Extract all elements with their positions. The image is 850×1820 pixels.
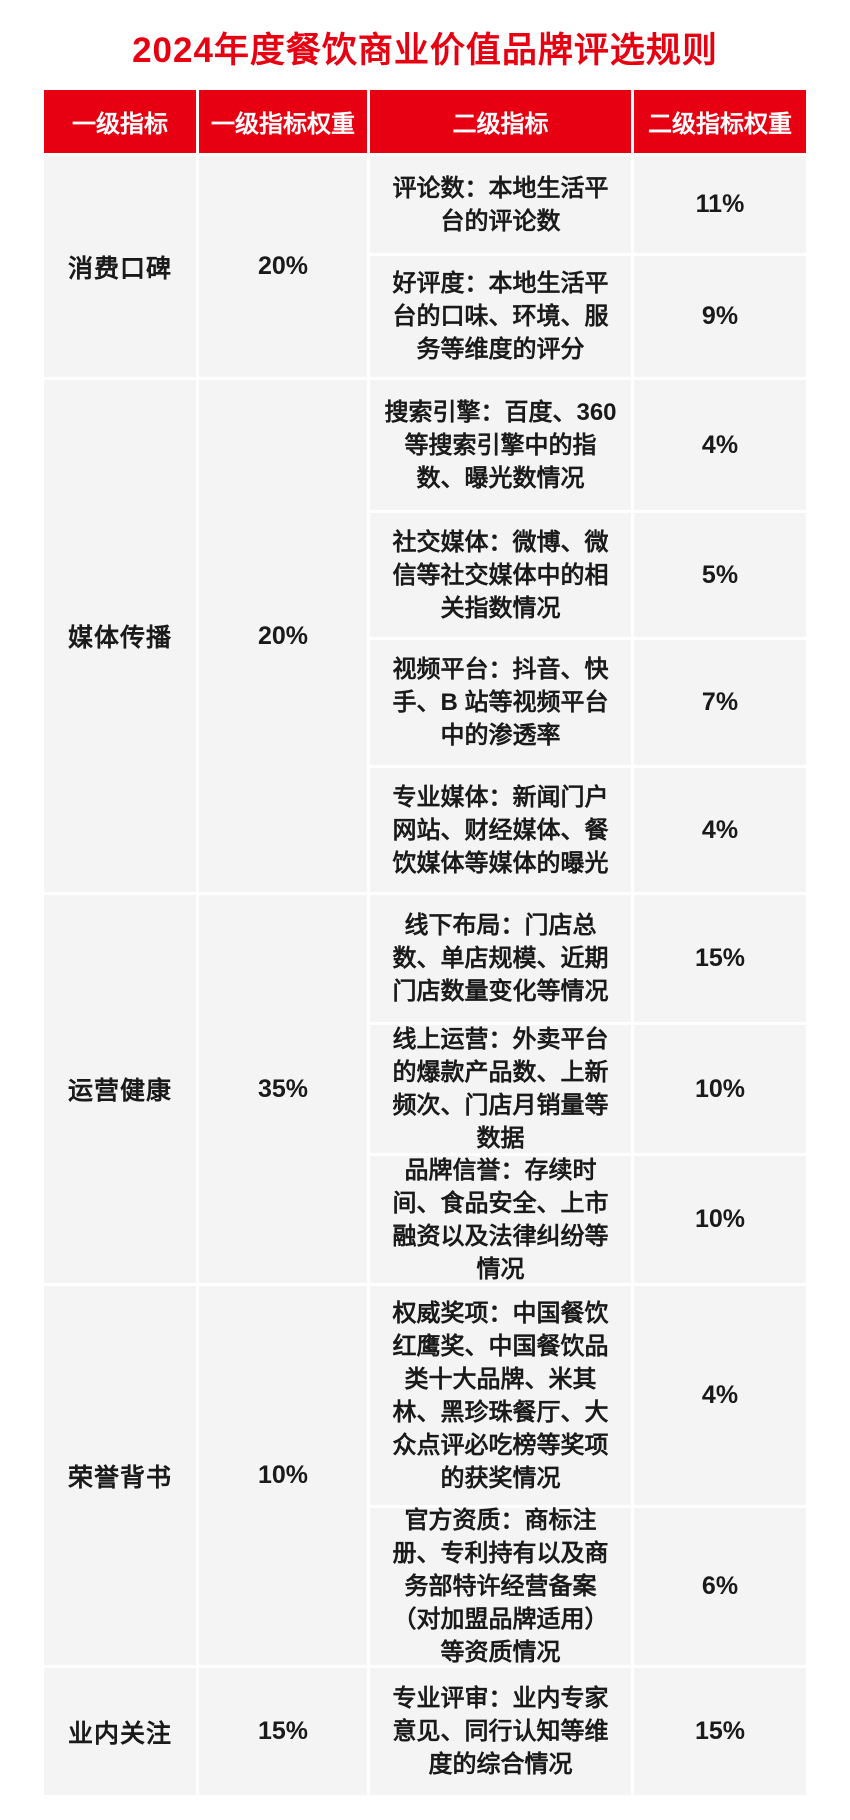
group-name-operation-health: 运营健康 (44, 895, 196, 1283)
group-name-media-spread: 媒体传播 (44, 380, 196, 892)
header-primary-indicator: 一级指标 (44, 90, 196, 153)
header-secondary-weight: 二级指标权重 (634, 90, 806, 153)
indicator-weight-online-operation: 10% (634, 1025, 806, 1153)
header-secondary-indicator: 二级指标 (370, 90, 631, 153)
indicator-weight-official-qualification: 6% (634, 1508, 806, 1665)
indicator-weight-social-media: 5% (634, 513, 806, 637)
indicator-weight-search-engine: 4% (634, 380, 806, 510)
indicator-weight-professional-review: 15% (634, 1668, 806, 1795)
group-name-industry-attention: 业内关注 (44, 1668, 196, 1795)
indicator-search-engine: 搜索引擎：百度、360等搜索引擎中的指数、曝光数情况 (370, 380, 631, 510)
rules-table: 一级指标 一级指标权重 二级指标 二级指标权重 消费口碑 20% 评论数：本地生… (44, 90, 806, 1795)
indicator-weight-brand-credit: 10% (634, 1156, 806, 1283)
indicator-weight-offline-layout: 15% (634, 895, 806, 1022)
indicator-authoritative-awards: 权威奖项：中国餐饮红鹰奖、中国餐饮品类十大品牌、米其林、黑珍珠餐厅、大众点评必吃… (370, 1286, 631, 1505)
indicator-video-platform: 视频平台：抖音、快手、B 站等视频平台中的渗透率 (370, 640, 631, 765)
header-primary-weight: 一级指标权重 (199, 90, 367, 153)
group-name-honor-endorsement: 荣誉背书 (44, 1286, 196, 1665)
indicator-professional-media: 专业媒体：新闻门户网站、财经媒体、餐饮媒体等媒体的曝光 (370, 768, 631, 892)
group-weight-operation-health: 35% (199, 895, 367, 1283)
indicator-official-qualification: 官方资质：商标注册、专利持有以及商务部特许经营备案（对加盟品牌适用）等资质情况 (370, 1507, 631, 1666)
indicator-professional-review: 专业评审：业内专家意见、同行认知等维度的综合情况 (370, 1668, 631, 1795)
group-weight-industry-attention: 15% (199, 1668, 367, 1795)
indicator-weight-video-platform: 7% (634, 640, 806, 765)
group-weight-honor-endorsement: 10% (199, 1286, 367, 1665)
indicator-review-count: 评论数：本地生活平台的评论数 (370, 156, 631, 253)
indicator-weight-review-count: 11% (634, 156, 806, 253)
indicator-weight-authoritative-awards: 4% (634, 1286, 806, 1505)
group-name-consumer-reputation: 消费口碑 (44, 156, 196, 377)
indicator-offline-layout: 线下布局：门店总数、单店规模、近期门店数量变化等情况 (370, 895, 631, 1022)
group-weight-consumer-reputation: 20% (199, 156, 367, 377)
group-weight-media-spread: 20% (199, 380, 367, 892)
indicator-social-media: 社交媒体：微博、微信等社交媒体中的相关指数情况 (370, 513, 631, 637)
indicator-online-operation: 线上运营：外卖平台的爆款产品数、上新频次、门店月销量等数据 (370, 1025, 631, 1153)
page-title: 2024年度餐饮商业价值品牌评选规则 (132, 31, 718, 70)
indicator-positive-rating: 好评度：本地生活平台的口味、环境、服务等维度的评分 (370, 256, 631, 377)
indicator-brand-credit: 品牌信誉：存续时间、食品安全、上市融资以及法律纠纷等情况 (370, 1156, 631, 1283)
indicator-weight-professional-media: 4% (634, 768, 806, 892)
indicator-weight-positive-rating: 9% (634, 256, 806, 377)
